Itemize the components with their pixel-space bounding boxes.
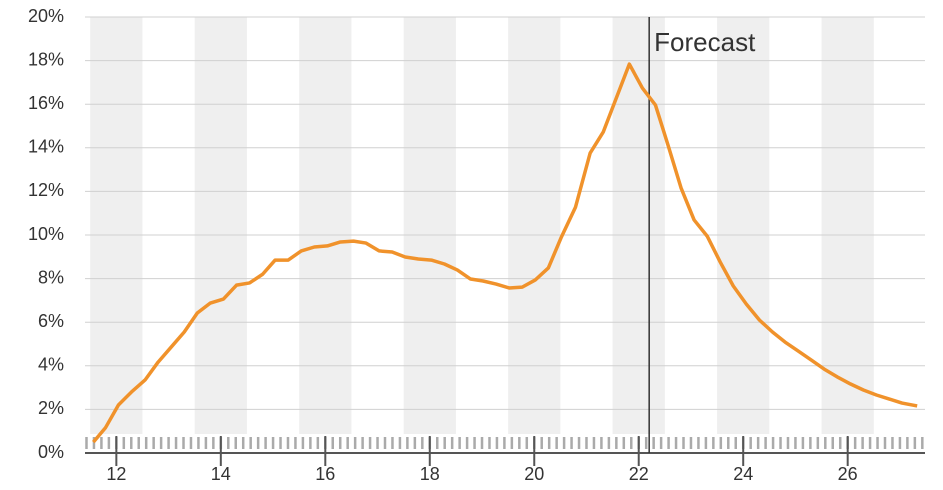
y-tick-label: 10% (28, 224, 64, 244)
y-tick-label: 16% (28, 93, 64, 113)
x-tick-label: 26 (838, 464, 858, 484)
y-tick-label: 8% (38, 267, 64, 287)
x-tick-label: 20 (524, 464, 544, 484)
y-tick-label: 4% (38, 355, 64, 375)
y-tick-label: 2% (38, 398, 64, 418)
x-tick-label: 16 (315, 464, 335, 484)
data-line (92, 62, 918, 444)
x-tick-label: 24 (733, 464, 753, 484)
x-tick-label: 14 (211, 464, 231, 484)
y-tick-label: 20% (28, 6, 64, 26)
y-tick-label: 18% (28, 49, 64, 69)
y-tick-label: 14% (28, 137, 64, 157)
y-tick-label: 12% (28, 180, 64, 200)
annotation: Forecast (654, 27, 756, 57)
x-tick-label: 18 (420, 464, 440, 484)
x-tick-label: 12 (106, 464, 126, 484)
x-tick-label: 22 (629, 464, 649, 484)
y-tick-label: 6% (38, 311, 64, 331)
y-tick-label: 0% (38, 442, 64, 462)
